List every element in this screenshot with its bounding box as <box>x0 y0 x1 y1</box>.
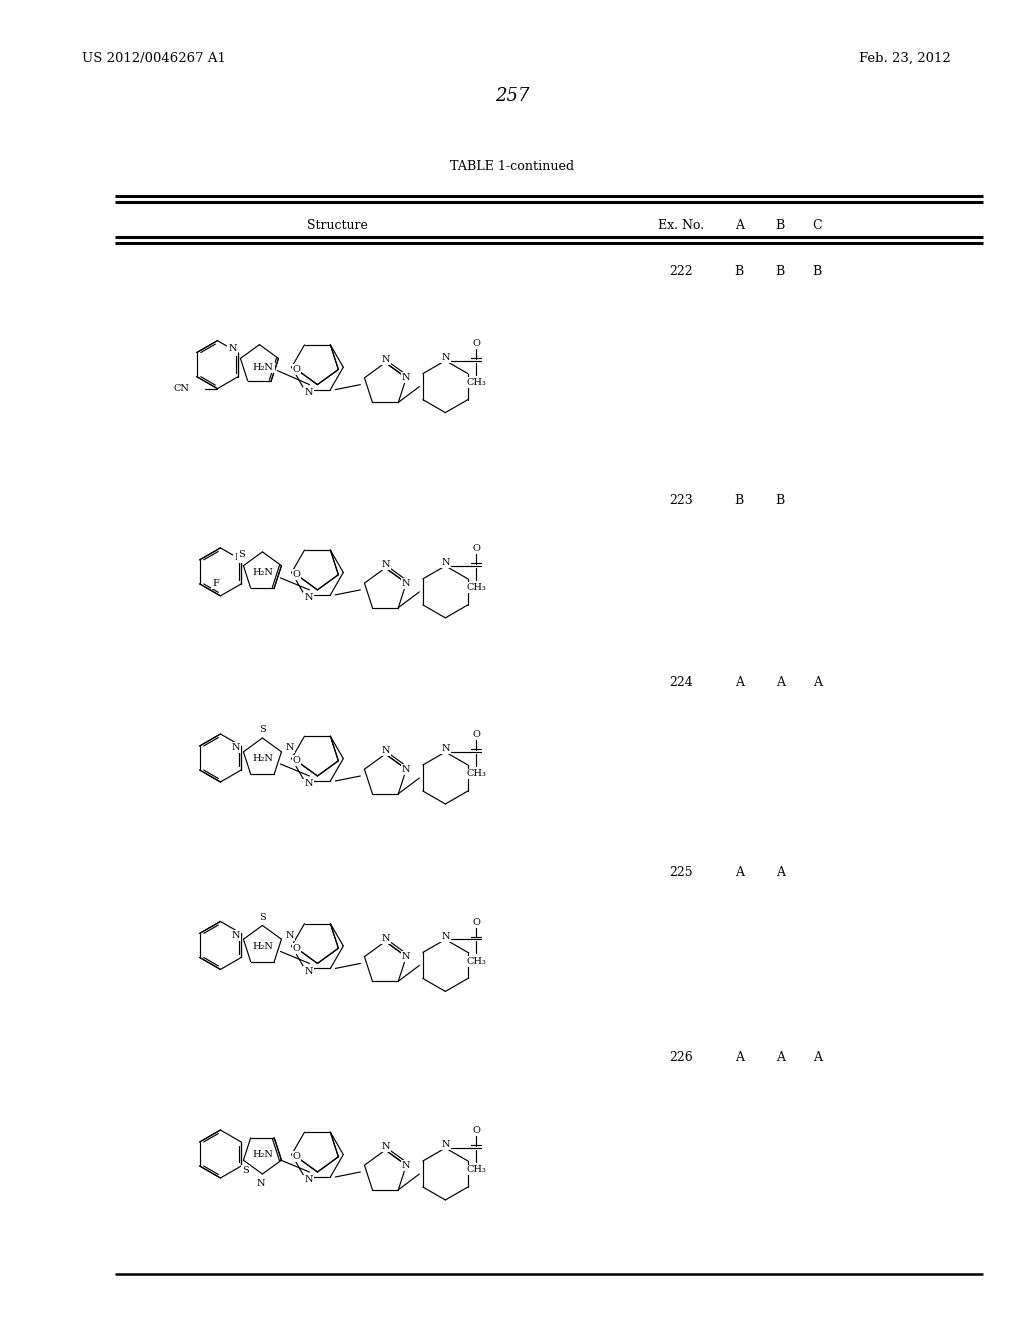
Text: N: N <box>441 1140 450 1150</box>
Text: US 2012/0046267 A1: US 2012/0046267 A1 <box>82 51 226 65</box>
Text: CH₃: CH₃ <box>467 770 486 779</box>
Text: 225: 225 <box>669 866 693 879</box>
Text: O: O <box>472 730 480 739</box>
Text: C: C <box>812 219 822 232</box>
Text: CH₃: CH₃ <box>467 957 486 966</box>
Text: N: N <box>256 1180 264 1188</box>
Text: N: N <box>381 561 389 569</box>
Text: N: N <box>304 594 312 602</box>
Text: O: O <box>472 544 480 553</box>
Text: N: N <box>441 558 450 568</box>
Text: O: O <box>472 339 480 348</box>
Text: B: B <box>775 219 785 232</box>
Text: Structure: Structure <box>307 219 369 232</box>
Text: N: N <box>402 764 411 774</box>
Text: A: A <box>776 676 784 689</box>
Text: O: O <box>293 756 300 766</box>
Text: 222: 222 <box>669 265 693 279</box>
Text: 257: 257 <box>495 87 529 106</box>
Text: A: A <box>735 219 743 232</box>
Text: A: A <box>813 1051 821 1064</box>
Text: N: N <box>381 355 389 364</box>
Text: B: B <box>775 494 785 507</box>
Text: O: O <box>293 570 300 579</box>
Text: 223: 223 <box>669 494 693 507</box>
Text: N: N <box>234 553 243 562</box>
Text: N: N <box>381 747 389 755</box>
Text: A: A <box>776 866 784 879</box>
Text: O: O <box>293 1152 300 1162</box>
Text: A: A <box>735 866 743 879</box>
Text: N: N <box>304 968 312 975</box>
Text: 224: 224 <box>669 676 693 689</box>
Text: H₂N: H₂N <box>253 363 273 372</box>
Text: O: O <box>293 364 300 374</box>
Text: A: A <box>735 1051 743 1064</box>
Text: N: N <box>441 744 450 754</box>
Text: S: S <box>238 550 245 560</box>
Text: TABLE 1-continued: TABLE 1-continued <box>450 160 574 173</box>
Text: A: A <box>813 676 821 689</box>
Text: F: F <box>212 579 219 589</box>
Text: S: S <box>259 726 266 734</box>
Text: A: A <box>735 676 743 689</box>
Text: N: N <box>304 388 312 397</box>
Text: N: N <box>231 743 240 752</box>
Text: N: N <box>286 931 294 940</box>
Text: O: O <box>472 917 480 927</box>
Text: N: N <box>231 931 240 940</box>
Text: CH₃: CH₃ <box>467 1166 486 1175</box>
Text: Ex. No.: Ex. No. <box>657 219 705 232</box>
Text: CH₃: CH₃ <box>467 583 486 593</box>
Text: Feb. 23, 2012: Feb. 23, 2012 <box>858 51 950 65</box>
Text: A: A <box>776 1051 784 1064</box>
Text: N: N <box>402 374 411 383</box>
Text: N: N <box>441 932 450 941</box>
Text: N: N <box>402 1160 411 1170</box>
Text: N: N <box>304 780 312 788</box>
Text: N: N <box>304 1176 312 1184</box>
Text: 226: 226 <box>669 1051 693 1064</box>
Text: B: B <box>734 265 744 279</box>
Text: O: O <box>293 944 300 953</box>
Text: N: N <box>228 345 237 352</box>
Text: H₂N: H₂N <box>253 754 273 763</box>
Text: H₂N: H₂N <box>253 568 273 577</box>
Text: H₂N: H₂N <box>253 1150 273 1159</box>
Text: N: N <box>441 354 450 362</box>
Text: B: B <box>775 265 785 279</box>
Text: N: N <box>286 743 294 752</box>
Text: N: N <box>402 578 411 587</box>
Text: H₂N: H₂N <box>253 941 273 950</box>
Text: S: S <box>242 1166 249 1175</box>
Text: CN: CN <box>173 384 189 393</box>
Text: CH₃: CH₃ <box>467 378 486 387</box>
Text: B: B <box>812 265 822 279</box>
Text: S: S <box>259 913 266 921</box>
Text: N: N <box>381 935 389 942</box>
Text: O: O <box>472 1126 480 1135</box>
Text: N: N <box>381 1143 389 1151</box>
Text: N: N <box>402 952 411 961</box>
Text: B: B <box>734 494 744 507</box>
